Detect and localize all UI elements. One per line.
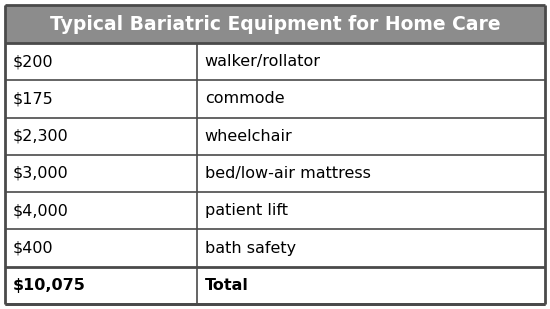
Text: $10,075: $10,075 [13,278,86,293]
Text: Total: Total [205,278,249,293]
Bar [5,43,545,80]
Bar [5,267,545,304]
Text: patient lift: patient lift [205,203,288,218]
Bar [5,80,545,117]
Text: $4,000: $4,000 [13,203,69,218]
Text: Typical Bariatric Equipment for Home Care: Typical Bariatric Equipment for Home Car… [50,15,501,33]
Text: wheelchair: wheelchair [205,129,293,144]
Bar [5,117,545,155]
Text: $200: $200 [13,54,54,69]
Text: $2,300: $2,300 [13,129,69,144]
Text: walker/rollator: walker/rollator [205,54,321,69]
Bar [5,155,545,192]
Text: $175: $175 [13,91,54,106]
Bar [5,229,545,267]
Text: $3,000: $3,000 [13,166,69,181]
Text: commode: commode [205,91,284,106]
Text: bed/low-air mattress: bed/low-air mattress [205,166,371,181]
Bar [5,5,545,43]
Text: $400: $400 [13,241,54,256]
Bar [5,192,545,229]
Text: bath safety: bath safety [205,241,296,256]
